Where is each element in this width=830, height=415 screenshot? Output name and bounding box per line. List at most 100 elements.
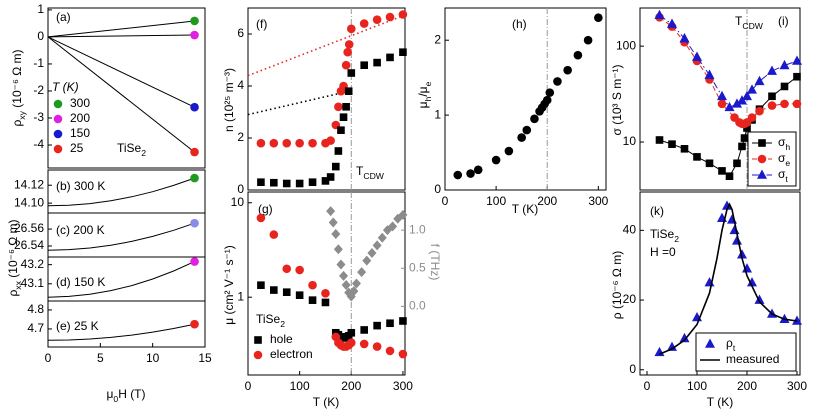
text-part: μ: [106, 387, 113, 401]
y-tick-label: 1: [37, 2, 44, 16]
point: [733, 159, 741, 168]
point: [743, 124, 751, 132]
panel-label: (g): [258, 202, 273, 216]
point: [326, 173, 335, 181]
point: [256, 213, 266, 223]
point: [359, 19, 369, 28]
text-part: e: [785, 158, 790, 168]
series-line: [47, 36, 195, 108]
x-tick-label: 0: [245, 379, 252, 393]
y-tick-label: -1: [33, 56, 44, 70]
point: [326, 136, 335, 145]
x-tick-label: 100: [687, 379, 707, 393]
point: [466, 169, 475, 178]
point: [359, 339, 369, 349]
point: [792, 315, 802, 325]
x-axis-label: T (K): [707, 395, 733, 409]
panel-label: (c) 200 K: [56, 223, 105, 237]
y-tick-label: 40: [623, 223, 637, 237]
point: [386, 53, 394, 62]
point: [373, 321, 381, 330]
point: [740, 134, 749, 142]
point: [269, 230, 279, 239]
point: [692, 51, 702, 61]
point: [453, 170, 463, 180]
x-tick-label: 200: [341, 379, 361, 393]
point: [343, 47, 352, 57]
point: [399, 317, 407, 325]
y-tick-label: -3: [33, 110, 44, 124]
y-tick-label: 14.10: [14, 195, 44, 209]
legend-label: hole: [270, 332, 293, 346]
text-part: σ: [778, 167, 786, 181]
point: [755, 106, 764, 116]
point: [257, 178, 265, 186]
point: [351, 278, 361, 289]
point: [679, 332, 690, 343]
text-part: TiSe: [650, 227, 675, 241]
point: [362, 255, 372, 266]
point: [473, 165, 483, 175]
plot-frame: [639, 7, 801, 191]
point: [722, 200, 732, 210]
point: [727, 214, 737, 224]
point: [594, 13, 603, 23]
point: [517, 133, 526, 142]
point: [333, 244, 343, 255]
x-tick-label: 200: [537, 194, 557, 208]
text-part: TiSe: [256, 312, 281, 326]
text-part: e: [423, 81, 433, 86]
text-part: t: [785, 174, 788, 184]
point: [654, 346, 665, 357]
x-tick-label: 300: [588, 194, 608, 208]
text-part: σ: [778, 135, 786, 149]
y-axis-label: μ (cm² V⁻¹ s⁻¹): [222, 245, 236, 325]
point: [398, 209, 408, 220]
point: [779, 59, 790, 70]
x-axis-label: T (K): [512, 202, 538, 216]
text-part: /μ: [416, 86, 430, 96]
annotation: TiSe2: [256, 312, 285, 329]
point: [346, 338, 356, 347]
point: [747, 84, 757, 94]
y-axis-label: σ (10³ S m⁻¹): [610, 64, 624, 135]
y-axis-label: ρ (10⁻⁶ Ω m): [610, 251, 624, 319]
series-line: [47, 177, 195, 207]
panel-label: (f): [256, 17, 267, 31]
point: [725, 172, 734, 181]
point: [491, 155, 501, 165]
legend-marker: [53, 129, 63, 139]
point: [792, 55, 802, 65]
legend-marker: [53, 114, 63, 124]
x-tick-label: 100: [290, 379, 310, 393]
text-part: 0: [113, 394, 118, 404]
text-part: T: [735, 14, 743, 28]
text-part: ρ: [726, 336, 733, 350]
x-tick-label: 0: [45, 351, 52, 365]
point: [767, 65, 777, 75]
x-tick-label: 10: [146, 351, 160, 365]
point: [346, 24, 356, 34]
panel-label: (k): [650, 204, 664, 218]
point: [344, 87, 353, 95]
point: [386, 319, 394, 328]
annotation: TiSe2: [650, 227, 679, 244]
point: [282, 179, 291, 188]
panel-label: (b) 300 K: [56, 179, 105, 193]
series-line: [247, 91, 344, 116]
text-part: xy: [17, 110, 27, 119]
y-tick-label: 0: [629, 362, 636, 376]
panel-label: (e) 25 K: [56, 319, 99, 333]
point: [344, 40, 354, 49]
text-part: xx: [13, 280, 23, 289]
text-part: CDW: [742, 21, 763, 31]
annotation: H =0: [650, 245, 676, 259]
point: [768, 92, 776, 101]
point: [334, 102, 343, 112]
point: [742, 90, 752, 101]
legend-marker: [757, 154, 767, 164]
point: [295, 265, 304, 275]
point: [704, 69, 715, 79]
point: [190, 147, 199, 157]
